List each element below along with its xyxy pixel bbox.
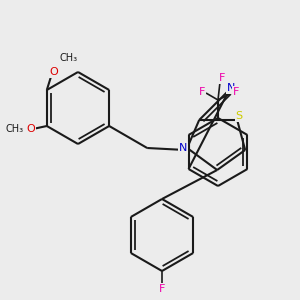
Text: S: S <box>236 111 243 121</box>
Text: CH₃: CH₃ <box>60 53 78 63</box>
Text: CH₃: CH₃ <box>6 124 24 134</box>
Text: F: F <box>199 87 205 97</box>
Text: F: F <box>219 73 225 83</box>
Text: F: F <box>159 284 165 294</box>
Text: N: N <box>179 143 188 153</box>
Text: O: O <box>26 124 35 134</box>
Text: N: N <box>227 83 236 93</box>
Text: O: O <box>50 67 58 77</box>
Text: F: F <box>233 87 239 97</box>
